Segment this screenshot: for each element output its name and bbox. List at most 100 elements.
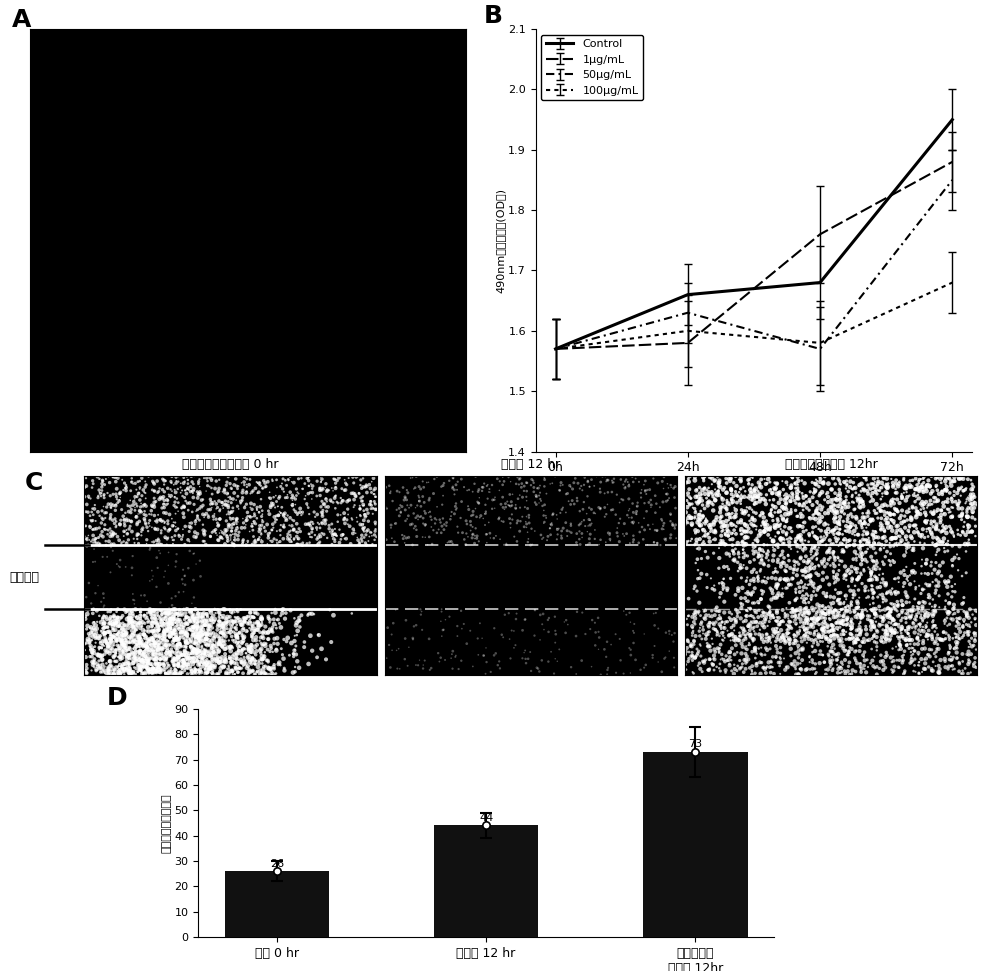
Point [254, 518, 270, 533]
Point [108, 469, 124, 485]
Point [109, 604, 125, 619]
Point [200, 621, 216, 637]
Point [735, 614, 751, 629]
Point [125, 618, 141, 633]
Point [910, 524, 926, 540]
Point [270, 636, 286, 652]
Point [833, 477, 849, 492]
Point [759, 634, 775, 650]
Point [807, 643, 823, 658]
Point [227, 609, 243, 624]
Point [938, 482, 954, 497]
Point [95, 637, 111, 653]
Point [913, 610, 929, 625]
Point [706, 617, 722, 632]
Point [915, 494, 930, 510]
Point [255, 481, 271, 496]
Point [694, 521, 710, 537]
Point [887, 622, 903, 638]
Point [104, 614, 120, 629]
Point [536, 516, 552, 531]
Point [694, 508, 710, 523]
Point [833, 502, 849, 518]
Point [721, 627, 737, 643]
Point [195, 491, 211, 507]
Point [854, 576, 870, 591]
Point [206, 629, 222, 645]
Point [848, 562, 864, 578]
Point [883, 616, 899, 631]
Point [415, 622, 431, 638]
Point [173, 614, 188, 629]
Point [218, 478, 234, 493]
Point [191, 626, 207, 642]
Point [396, 492, 412, 508]
Point [821, 577, 837, 592]
Point [781, 630, 797, 646]
Point [796, 580, 811, 595]
Point [184, 623, 199, 639]
Point [873, 541, 889, 556]
Point [869, 486, 885, 502]
Point [956, 604, 972, 619]
Point [167, 665, 183, 681]
Point [359, 485, 375, 500]
Point [510, 470, 526, 486]
Point [880, 631, 896, 647]
Point [763, 653, 779, 669]
Point [678, 644, 693, 659]
Point [384, 643, 400, 658]
Point [162, 645, 178, 660]
Point [781, 507, 797, 522]
Point [823, 492, 839, 508]
Point [469, 494, 485, 510]
Point [768, 650, 784, 665]
Point [878, 645, 894, 660]
Point [600, 660, 616, 676]
Point [591, 537, 607, 552]
Point [203, 660, 219, 676]
Point [242, 620, 258, 636]
Point [105, 622, 121, 638]
Point [747, 532, 763, 548]
Point [156, 612, 172, 627]
Point [313, 499, 329, 515]
Point [171, 495, 186, 511]
Point [718, 485, 734, 500]
Point [184, 663, 199, 679]
Point [81, 575, 97, 590]
Point [724, 482, 740, 497]
Point [783, 560, 799, 576]
Point [890, 608, 906, 623]
Point [94, 473, 110, 488]
Point [207, 601, 223, 617]
Point [145, 619, 161, 634]
Point [653, 537, 669, 552]
Point [900, 535, 916, 551]
Point [937, 593, 953, 609]
Point [860, 559, 876, 575]
Point [622, 605, 638, 620]
Point [668, 479, 683, 494]
Point [866, 605, 882, 620]
Point [570, 476, 586, 491]
Point [853, 623, 869, 639]
Point [769, 610, 785, 625]
Point [188, 646, 204, 661]
Point [682, 497, 697, 513]
Point [959, 509, 975, 524]
Point [180, 476, 195, 491]
Point [107, 653, 123, 668]
Point [830, 525, 846, 541]
Point [793, 510, 808, 525]
Point [140, 656, 156, 672]
Point [887, 617, 903, 632]
Point [950, 562, 966, 578]
Point [703, 486, 719, 501]
Point [91, 508, 107, 523]
Point [224, 520, 240, 536]
Point [904, 640, 920, 655]
Point [202, 660, 218, 676]
Point [861, 609, 877, 624]
Point [173, 666, 188, 682]
